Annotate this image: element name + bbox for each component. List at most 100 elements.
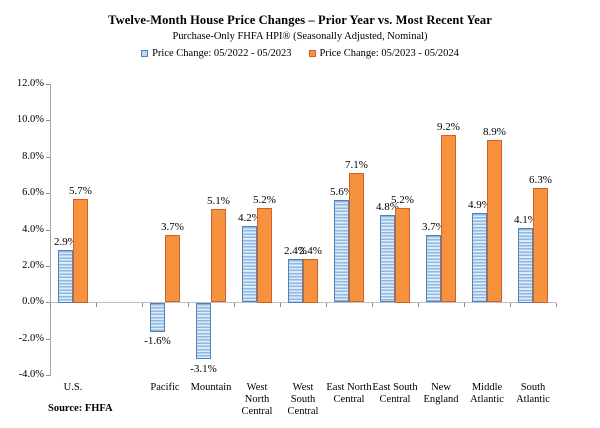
- bar-west-north-central-series2: [257, 207, 272, 303]
- y-axis-tick-label: 0.0%: [22, 296, 44, 308]
- y-axis-tick-label: 6.0%: [22, 187, 44, 199]
- y-axis-tick: [46, 156, 50, 158]
- chart-subtitle: Purchase-Only FHFA HPI® (Seasonally Adju…: [172, 31, 428, 42]
- bar-new-england-series2: [441, 134, 456, 302]
- chart-title: Twelve-Month House Price Changes – Prior…: [108, 13, 492, 27]
- x-axis-tick: [50, 303, 51, 308]
- data-label: 4.2%: [238, 211, 261, 224]
- x-axis-tick: [372, 303, 373, 308]
- y-axis-tick-label: 8.0%: [22, 150, 44, 162]
- legend-label: Price Change: 05/2023 - 05/2024: [319, 48, 459, 59]
- data-label: 8.9%: [483, 126, 506, 139]
- x-axis-category-label-line: South: [290, 394, 316, 405]
- data-label: 5.2%: [253, 193, 276, 206]
- x-axis-category-label-line: West: [246, 382, 268, 393]
- bar-middle-atlantic-series1: [472, 213, 487, 303]
- y-axis-tick: [46, 193, 50, 195]
- x-axis-category-label-west-south-central: West South Central: [269, 382, 337, 418]
- source-note: Source: FHFA: [48, 403, 113, 414]
- x-axis-category-label-pacific: Pacific: [131, 382, 199, 394]
- y-axis-tick: [46, 265, 50, 267]
- bar-pacific-series2: [165, 234, 180, 302]
- blue-striped-swatch-icon: [141, 50, 149, 57]
- x-axis-category-label-line: Atlantic: [516, 394, 550, 405]
- data-label: 7.1%: [345, 159, 368, 172]
- data-label: 5.2%: [391, 193, 414, 206]
- data-label: 4.9%: [468, 199, 491, 212]
- y-axis-tick: [46, 338, 50, 340]
- x-axis-category-label-line: New: [431, 382, 451, 393]
- data-label: 4.8%: [376, 200, 399, 213]
- x-axis-category-label-line: North: [244, 394, 270, 405]
- x-axis-tick: [418, 303, 419, 308]
- x-axis-tick: [326, 303, 327, 308]
- x-axis-tick: [188, 303, 189, 308]
- x-axis-category-label-line: Central: [287, 406, 319, 417]
- data-label: 5.7%: [69, 184, 92, 197]
- y-axis-tick-label: 12.0%: [16, 78, 44, 89]
- x-axis-category-label-line: Central: [241, 406, 273, 417]
- bar-east-south-central-series1: [380, 214, 395, 302]
- legend: Price Change: 05/2022 - 05/2023 Price Ch…: [0, 48, 600, 59]
- plot-area: 12.0% 10.0% 8.0% 6.0% 4.0% 2.0% 0.0% -2.0% -4.0%…: [17, 78, 557, 417]
- x-axis-category-label-east-south-central: East South Central: [361, 382, 429, 406]
- bar-middle-atlantic-series2: [487, 140, 502, 303]
- x-axis-category-label-line: Atlantic: [470, 394, 504, 405]
- legend-item-recent-year: Price Change: 05/2023 - 05/2024: [308, 48, 459, 59]
- bar-east-north-central-series2: [349, 173, 364, 303]
- bar-west-south-central-series2: [303, 258, 318, 303]
- x-axis-category-label-mountain: Mountain: [177, 382, 245, 394]
- x-axis-category-label-line: Central: [333, 394, 365, 405]
- orange-solid-swatch-icon: [308, 50, 316, 57]
- data-label: 2.9%: [54, 235, 77, 248]
- bar-u-s--series2: [73, 198, 88, 303]
- bar-pacific-series1: [150, 303, 165, 333]
- x-axis-tick: [556, 303, 557, 308]
- x-axis-tick: [96, 303, 97, 308]
- bar-west-north-central-series1: [242, 225, 257, 302]
- data-label: -1.6%: [144, 335, 171, 348]
- data-label: -3.1%: [190, 362, 217, 375]
- x-axis-category-label-line: Middle: [471, 382, 503, 393]
- bar-east-north-central-series1: [334, 200, 349, 303]
- data-label: 3.7%: [422, 220, 445, 233]
- x-axis-category-label-new-england: New England: [407, 382, 475, 406]
- bar-new-england-series1: [426, 234, 441, 302]
- x-axis-category-label-line: South: [520, 382, 546, 393]
- data-label: 5.6%: [330, 186, 353, 199]
- x-axis-zero-line: [50, 302, 556, 304]
- bar-mountain-series2: [211, 209, 226, 303]
- y-axis-tick: [46, 375, 50, 376]
- bar-mountain-series1: [196, 303, 211, 360]
- x-axis-tick: [510, 303, 511, 308]
- y-axis-tick-label: 4.0%: [22, 223, 44, 235]
- x-axis-category-label-line: West: [292, 382, 314, 393]
- x-axis-category-label-line: East South: [372, 382, 418, 393]
- data-label: 2.4%: [284, 244, 307, 257]
- bar-south-atlantic-series1: [518, 227, 533, 303]
- y-axis-tick-label: -4.0%: [18, 369, 44, 380]
- bar-east-south-central-series2: [395, 207, 410, 303]
- x-axis-tick: [280, 303, 281, 308]
- x-axis-category-label-south-atlantic: South Atlantic: [499, 382, 567, 406]
- bar-south-atlantic-series2: [533, 187, 548, 303]
- bar-west-south-central-series1: [288, 258, 303, 303]
- x-axis-category-label-west-north-central: West North Central: [223, 382, 291, 418]
- x-axis-category-label-u-s-: U.S.: [39, 382, 107, 394]
- x-axis-category-label-line: Central: [379, 394, 411, 405]
- x-axis-category-label-line: Mountain: [190, 382, 232, 393]
- data-label: 6.3%: [529, 173, 552, 186]
- x-axis-tick: [142, 303, 143, 308]
- x-axis-category-label-line: England: [423, 394, 459, 405]
- data-label: 5.1%: [207, 195, 230, 208]
- y-axis-tick-label: 2.0%: [22, 259, 44, 271]
- y-axis-tick: [46, 229, 50, 231]
- y-axis-line: [50, 84, 51, 376]
- y-axis-tick: [46, 120, 50, 122]
- legend-item-prior-year: Price Change: 05/2022 - 05/2023: [141, 48, 292, 59]
- data-label: 4.1%: [514, 213, 537, 226]
- data-label: 3.7%: [161, 220, 184, 233]
- y-axis-tick-label: -2.0%: [18, 332, 44, 344]
- x-axis-category-label-east-north-central: East North Central: [315, 382, 383, 406]
